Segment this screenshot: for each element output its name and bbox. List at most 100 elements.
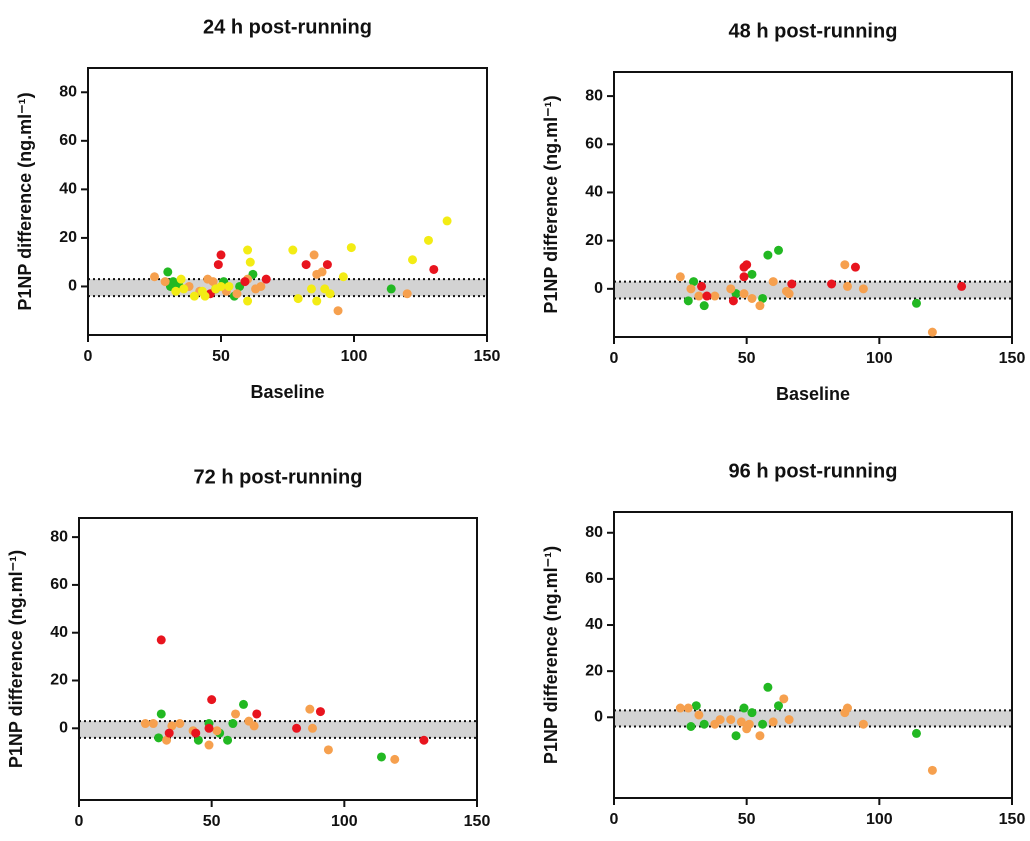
data-point — [301, 260, 311, 270]
data-point — [739, 289, 749, 299]
data-point — [204, 723, 214, 733]
data-point — [245, 257, 255, 267]
data-point — [784, 289, 794, 299]
data-point — [702, 291, 712, 301]
data-point — [744, 719, 754, 729]
data-point — [423, 235, 433, 245]
y-tick-label: 40 — [585, 184, 603, 201]
y-axis-label: P1NP difference (ng.ml⁻¹) — [541, 95, 561, 313]
data-point — [164, 728, 174, 738]
y-tick-label: 20 — [50, 672, 68, 689]
data-point — [154, 733, 164, 743]
chart-title: 96 h post-running — [729, 460, 898, 482]
reference-band — [79, 721, 477, 738]
data-point — [232, 289, 242, 299]
data-point — [191, 728, 201, 738]
plot-frame — [78, 517, 478, 801]
data-point — [726, 284, 736, 294]
chart-title: 24 h post-running — [203, 16, 372, 38]
data-point — [774, 245, 784, 255]
data-point — [429, 264, 439, 274]
data-point — [224, 281, 234, 291]
y-tick-label: 20 — [585, 662, 603, 679]
data-point — [240, 277, 250, 287]
data-point — [309, 250, 319, 260]
y-tick-label: 40 — [50, 624, 68, 641]
x-tick-label: 50 — [212, 348, 230, 365]
data-point — [927, 327, 937, 337]
data-point — [694, 291, 704, 301]
data-point — [408, 255, 418, 265]
y-tick-label: 80 — [50, 528, 68, 545]
data-point — [842, 703, 852, 713]
data-point — [223, 735, 233, 745]
data-point — [768, 717, 778, 727]
data-point — [827, 279, 837, 289]
data-point — [162, 735, 172, 745]
data-point — [402, 289, 412, 299]
data-point — [212, 726, 222, 736]
data-point — [911, 728, 921, 738]
data-point — [747, 293, 757, 303]
x-tick-label: 150 — [999, 811, 1026, 828]
data-point — [228, 719, 238, 729]
data-point — [140, 719, 150, 729]
data-point — [305, 704, 315, 714]
data-point — [333, 306, 343, 316]
data-point — [171, 286, 181, 296]
data-point — [315, 707, 325, 717]
data-point — [390, 754, 400, 764]
data-point — [787, 279, 797, 289]
data-point — [252, 709, 262, 719]
y-tick-label: 60 — [585, 135, 603, 152]
data-point — [317, 267, 327, 277]
data-point — [200, 291, 210, 301]
plot-frame — [613, 511, 1013, 799]
y-axis-label: P1NP difference (ng.ml⁻¹) — [6, 550, 26, 768]
data-point — [261, 274, 271, 284]
reference-band — [88, 279, 487, 297]
data-point — [742, 260, 752, 270]
data-point — [715, 715, 725, 725]
data-point — [179, 284, 189, 294]
data-point — [699, 719, 709, 729]
data-point — [911, 298, 921, 308]
y-tick-label: 0 — [594, 280, 603, 297]
data-point — [213, 260, 223, 270]
data-point — [758, 293, 768, 303]
data-point — [755, 301, 765, 311]
x-tick-label: 0 — [84, 348, 93, 365]
data-point — [419, 735, 429, 745]
x-axis-label: Baseline — [776, 384, 850, 404]
data-point — [747, 269, 757, 279]
data-point — [768, 277, 778, 287]
chart-title: 72 h post-running — [194, 466, 363, 488]
x-tick-label: 100 — [331, 813, 358, 830]
data-point — [442, 216, 452, 226]
x-tick-label: 0 — [610, 350, 619, 367]
data-point — [376, 752, 386, 762]
y-tick-label: 80 — [585, 87, 603, 104]
data-point — [739, 703, 749, 713]
y-tick-label: 0 — [594, 708, 603, 725]
y-axis-label: P1NP difference (ng.ml⁻¹) — [15, 92, 35, 310]
data-point — [686, 722, 696, 731]
data-point — [323, 745, 333, 755]
data-point — [322, 260, 332, 270]
x-tick-label: 150 — [474, 348, 501, 365]
x-tick-label: 50 — [738, 811, 756, 828]
y-tick-label: 80 — [59, 83, 77, 100]
y-tick-label: 80 — [585, 524, 603, 541]
data-point — [697, 281, 707, 291]
data-point — [784, 715, 794, 725]
x-tick-label: 150 — [999, 350, 1026, 367]
data-point — [728, 296, 738, 306]
data-point — [288, 245, 298, 255]
x-tick-label: 0 — [610, 811, 619, 828]
x-tick-label: 100 — [866, 350, 893, 367]
data-point — [755, 731, 765, 741]
data-point — [726, 715, 736, 725]
data-point — [148, 719, 158, 729]
data-point — [160, 277, 170, 287]
data-point — [216, 250, 226, 260]
